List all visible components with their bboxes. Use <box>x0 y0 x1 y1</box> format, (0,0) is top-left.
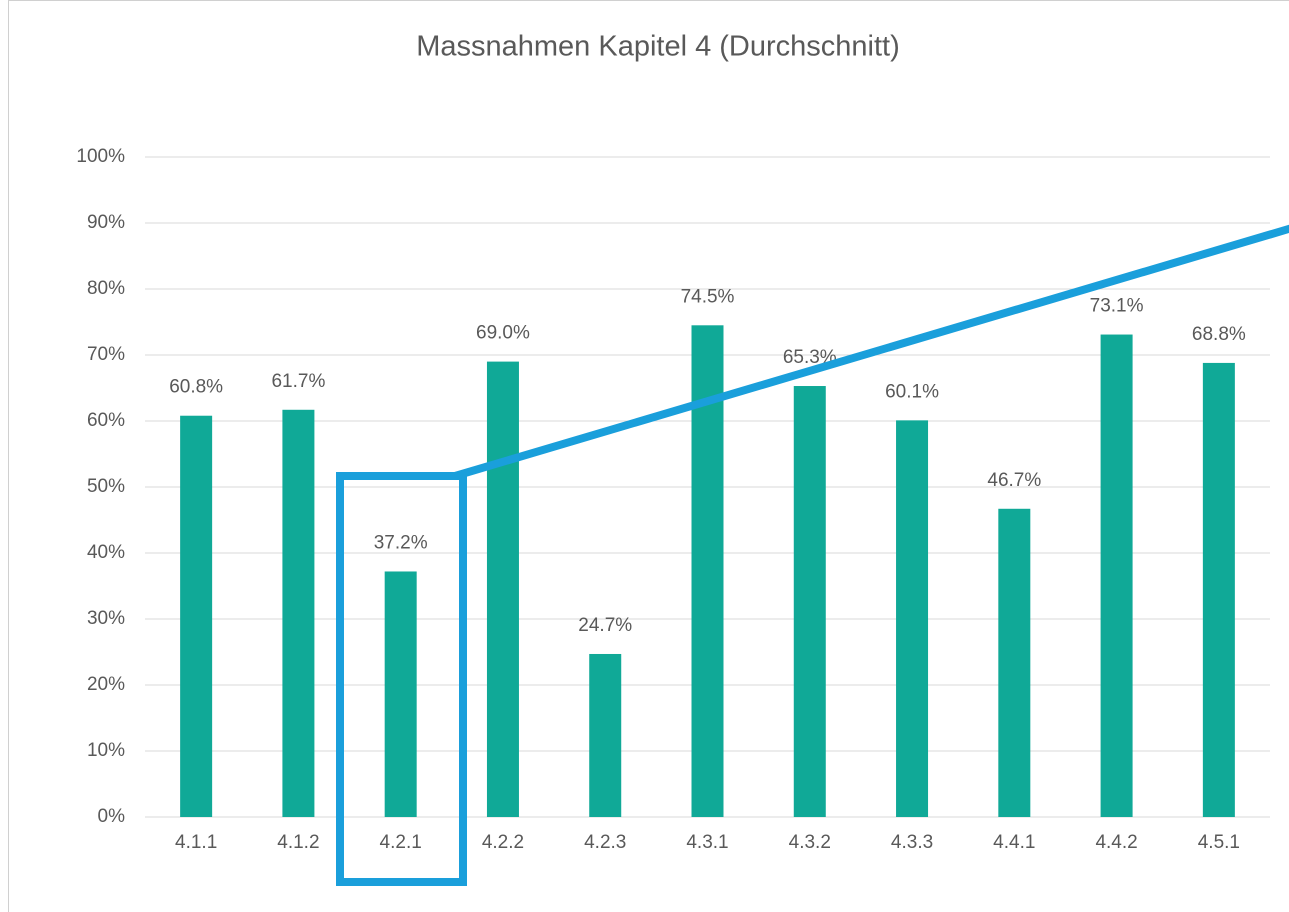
data-label: 73.1% <box>1090 296 1144 317</box>
x-tick-label: 4.4.2 <box>1095 832 1137 853</box>
x-tick-label: 4.4.1 <box>993 832 1035 853</box>
bar <box>1100 334 1133 817</box>
x-tick-label: 4.2.1 <box>380 832 422 853</box>
x-tick-label: 4.1.1 <box>175 832 217 853</box>
bar <box>589 653 622 817</box>
bar <box>793 386 826 817</box>
x-tick-label: 4.5.1 <box>1198 832 1240 853</box>
chart-frame <box>8 0 1289 912</box>
y-tick-label: 20% <box>87 674 125 695</box>
highlight-box <box>336 472 467 886</box>
data-label: 60.8% <box>169 377 223 398</box>
chart-title: Massnahmen Kapitel 4 (Durchschnitt) <box>416 31 900 63</box>
data-label: 74.5% <box>681 286 735 307</box>
data-label: 60.1% <box>885 381 939 402</box>
x-tick-label: 4.3.3 <box>891 832 933 853</box>
bar <box>486 361 519 817</box>
y-tick-label: 40% <box>87 542 125 563</box>
y-tick-label: 70% <box>87 344 125 365</box>
y-tick-label: 50% <box>87 476 125 497</box>
bar <box>282 409 315 817</box>
y-tick-label: 80% <box>87 278 125 299</box>
data-label: 68.8% <box>1192 324 1246 345</box>
y-tick-label: 0% <box>98 806 126 827</box>
x-tick-label: 4.1.2 <box>277 832 319 853</box>
y-tick-label: 60% <box>87 410 125 431</box>
bar <box>998 508 1031 817</box>
data-label: 24.7% <box>578 615 632 636</box>
data-label: 46.7% <box>987 470 1041 491</box>
y-tick-label: 90% <box>87 212 125 233</box>
data-label: 61.7% <box>271 371 325 392</box>
highlight-pointer <box>453 224 1289 480</box>
y-tick-label: 30% <box>87 608 125 629</box>
x-tick-label: 4.3.1 <box>686 832 728 853</box>
x-tick-label: 4.2.3 <box>584 832 626 853</box>
x-tick-label: 4.2.2 <box>482 832 524 853</box>
bar <box>180 415 213 817</box>
bar <box>1202 362 1235 817</box>
bar <box>384 571 417 817</box>
plot-area: 0% 10% 20% 30% 40% 50% 60% 70% 80% 90% 100% 4.1.1 60… <box>76 146 1270 853</box>
data-label: 69.0% <box>476 323 530 344</box>
x-tick-label: 4.3.2 <box>789 832 831 853</box>
bar <box>896 420 929 817</box>
y-tick-label: 10% <box>87 740 125 761</box>
data-label: 37.2% <box>374 532 428 553</box>
y-tick-label: 100% <box>76 146 125 167</box>
